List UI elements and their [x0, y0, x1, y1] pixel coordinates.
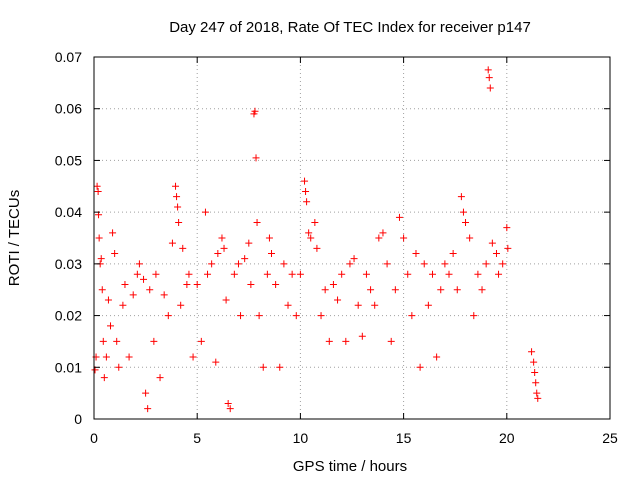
roti-scatter-chart: 0 5 10 15 20 2500.010.020.030.040.050.060.07 … [0, 0, 640, 480]
x-tick-label: 5 [193, 430, 201, 446]
y-tick-label: 0.03 [55, 256, 82, 272]
x-tick-label: 15 [396, 430, 412, 446]
y-tick-label: 0.05 [55, 152, 82, 168]
x-tick-label: 0 [90, 430, 98, 446]
x-tick-label: 10 [293, 430, 309, 446]
y-tick-label: 0.06 [55, 101, 82, 117]
y-tick-label: 0.02 [55, 308, 82, 324]
y-tick-label: 0.04 [55, 204, 82, 220]
chart-background [0, 0, 640, 480]
x-axis-title: GPS time / hours [293, 458, 407, 475]
y-tick-label: 0 [74, 411, 82, 427]
x-tick-label: 25 [602, 430, 618, 446]
y-tick-label: 0.07 [55, 49, 82, 65]
y-tick-label: 0.01 [55, 359, 82, 375]
x-tick-label: 20 [499, 430, 515, 446]
y-axis-title: ROTI / TECUs [6, 190, 23, 286]
chart-title: Day 247 of 2018, Rate Of TEC Index for r… [169, 19, 531, 36]
